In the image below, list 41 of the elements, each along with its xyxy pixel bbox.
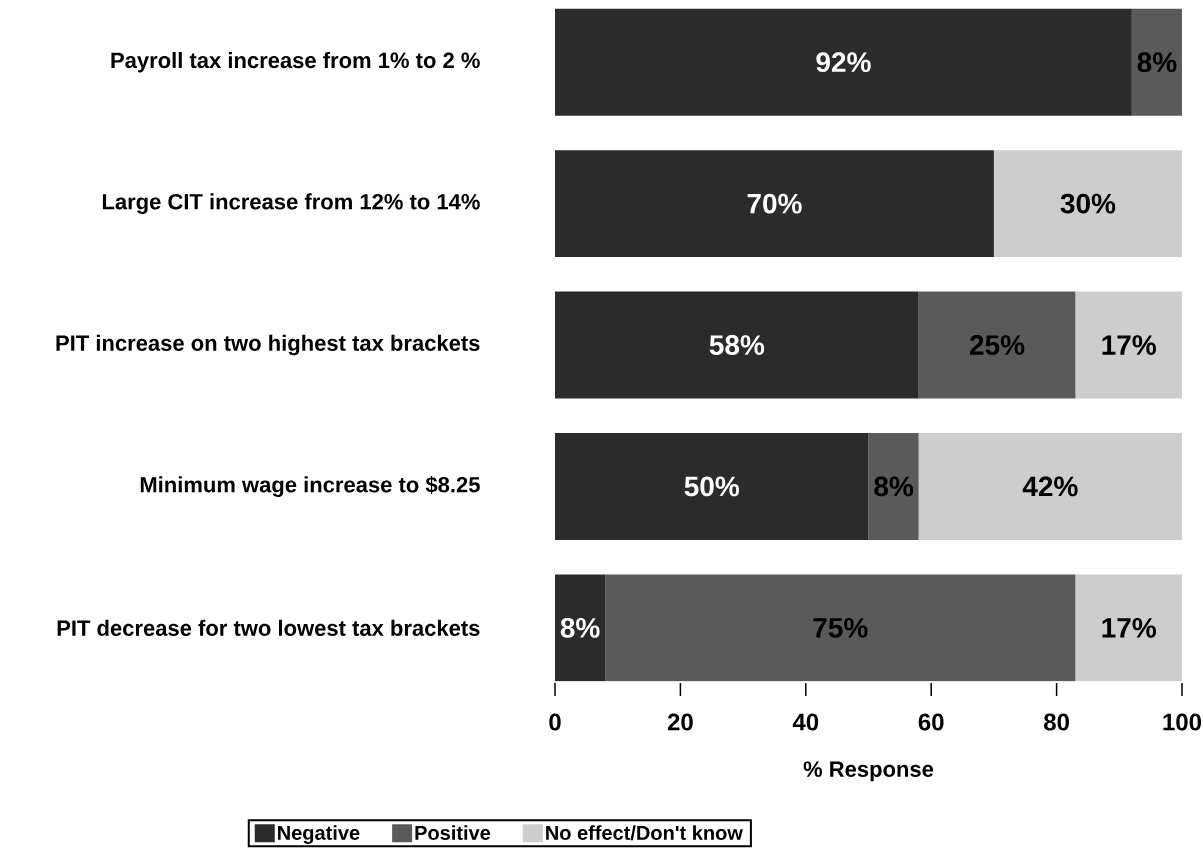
x-axis-title: % Response (803, 761, 934, 782)
bar (605, 574, 1076, 682)
data-label: 30% (1060, 193, 1116, 214)
y-tick-label: PIT increase on two highest tax brackets (56, 334, 480, 356)
bar (555, 574, 606, 682)
bar (918, 432, 1182, 540)
data-label: 25% (969, 335, 1025, 355)
legend-label: Negative (278, 825, 360, 844)
bar (555, 150, 994, 258)
bar (555, 432, 869, 540)
legend-label: No effect/Don't know (546, 825, 743, 841)
y-tick-label: Minimum wage increase to $8.25 (140, 475, 480, 497)
x-tick-label: 80 (1044, 713, 1069, 731)
bar (1075, 574, 1182, 682)
bar (555, 8, 1132, 116)
data-label: 58% (709, 335, 765, 355)
bar (1075, 291, 1182, 399)
legend-label: Positive (415, 825, 491, 840)
data-label: 92% (816, 52, 871, 73)
y-tick-label: Large CIT increase from 12% to 14% (102, 193, 480, 214)
data-label: 70% (747, 193, 802, 214)
data-label: 8% (560, 617, 600, 638)
x-tick-label: 60 (918, 713, 944, 731)
x-tick-label: 20 (667, 713, 693, 731)
data-label: 17% (1102, 335, 1156, 355)
bar (555, 291, 919, 399)
data-label: 42% (1022, 476, 1078, 497)
bar (1131, 8, 1182, 116)
y-tick-label: PIT decrease for two lowest tax brackets (57, 619, 480, 636)
bar (918, 291, 1076, 399)
bar (868, 432, 919, 540)
x-tick-label: 100 (1163, 713, 1202, 731)
data-label: 17% (1102, 617, 1156, 638)
data-label: 50% (684, 476, 740, 497)
data-label: 75% (813, 617, 868, 638)
x-tick-label: 0 (549, 713, 561, 731)
data-label: 8% (1137, 52, 1177, 73)
y-tick-label: Payroll tax increase from 1% to 2 % (111, 51, 480, 73)
x-tick-label: 40 (792, 713, 819, 731)
data-label: 8% (874, 476, 914, 497)
bar (993, 150, 1182, 258)
